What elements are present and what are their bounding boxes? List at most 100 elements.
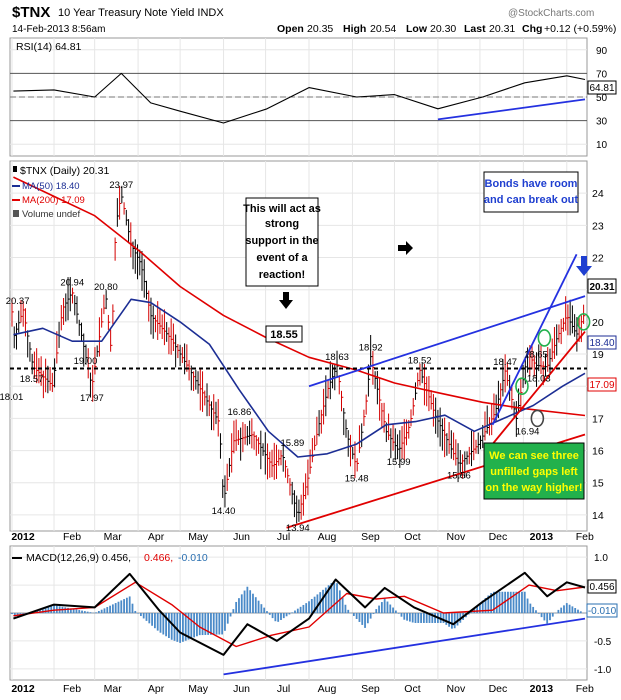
price-point-label: 15.99 <box>387 457 411 468</box>
ma200-box-value: 17.09 <box>589 380 614 391</box>
gridlines <box>10 38 587 680</box>
macd-histogram-bar <box>235 601 238 614</box>
macd-histogram-bar <box>218 613 221 635</box>
macd-histogram-bar <box>453 613 456 629</box>
macd-histogram-bar <box>333 580 336 614</box>
x-tick-label-bottom: Dec <box>489 683 508 695</box>
legend-tnx-swatch <box>13 166 17 172</box>
macd-histogram-bar <box>69 608 72 614</box>
macd-histogram-bar <box>114 603 117 614</box>
macd-histogram-bar <box>579 611 582 614</box>
macd-histogram-bar <box>201 613 204 636</box>
open-label: Open <box>277 23 304 35</box>
macd-histogram-bar <box>285 613 288 617</box>
macd-histogram-bar <box>97 611 100 614</box>
macd-histogram-bar <box>151 613 153 626</box>
macd-histogram-bar <box>131 603 134 614</box>
price-tick-label: 16 <box>592 446 604 458</box>
macd-histogram-bar <box>369 613 372 619</box>
price-point-label: 13.94 <box>286 523 310 534</box>
macd-histogram-bar <box>378 605 380 614</box>
price-point-label: 16.94 <box>516 426 540 437</box>
macd-histogram-bar <box>448 613 451 627</box>
price-point-label: 16.86 <box>227 407 251 418</box>
x-tick-label: Apr <box>148 531 165 543</box>
macd-histogram-bar <box>47 606 50 614</box>
macd-histogram-bar <box>134 610 137 614</box>
macd-histogram-bar <box>316 594 319 614</box>
macd-histogram-bar <box>260 604 263 614</box>
x-tick-label: Oct <box>404 531 420 543</box>
macd-histogram-bar <box>176 613 179 642</box>
macd-histogram-bar <box>266 611 268 614</box>
chg-value: +0.12 (+0.59%) <box>544 23 616 35</box>
macd-histogram-bar <box>89 612 92 614</box>
macd-histogram-bar <box>372 613 375 614</box>
price-legend: $TNX (Daily) 20.31 MA(50) 18.40 MA(200) … <box>12 165 109 220</box>
bonds-text-line-1: Bonds have room <box>485 178 578 190</box>
price-point-label: 23.97 <box>109 180 133 191</box>
right-arrow-icon <box>398 241 413 255</box>
macd-histogram-bar <box>282 613 285 619</box>
macd-histogram-bar <box>11 613 13 614</box>
macd-last-box <box>587 579 617 594</box>
macd-histogram-bar <box>305 603 308 614</box>
x-tick-label: May <box>188 531 209 543</box>
bonds-callout: Bonds have room and can break out <box>483 171 592 276</box>
gaps-callout-box <box>483 442 585 500</box>
macd-histogram-bar <box>207 613 210 635</box>
macd-histogram-bar <box>392 607 394 614</box>
rsi-tick-label: 30 <box>596 117 608 128</box>
macd-histogram-bar <box>408 613 411 622</box>
high-label: High <box>343 23 366 35</box>
support-level-value: 18.55 <box>270 329 298 341</box>
macd-histogram-bar <box>128 596 131 614</box>
chg-label: Chg <box>522 23 542 35</box>
macd-histogram-bar <box>451 613 453 629</box>
macd-histogram-bar <box>352 613 355 616</box>
macd-histogram-bar <box>41 608 44 614</box>
macd-histogram-bar <box>445 613 448 625</box>
macd-histogram-bar <box>182 613 184 642</box>
macd-histogram-bar <box>268 613 271 615</box>
macd-histogram-bar <box>156 613 159 631</box>
x-tick-label: Feb <box>576 531 594 543</box>
macd-histogram-bar <box>111 604 114 614</box>
macd-legend: MACD(12,26,9) 0.456, 0.466, -0.010 <box>12 552 208 564</box>
rsi-layer <box>10 72 587 124</box>
legend-volume: Volume undef <box>22 209 80 220</box>
signal-line <box>13 581 586 648</box>
macd-histogram-bar <box>509 591 512 614</box>
rsi-last-box <box>587 80 617 95</box>
x-tick-label: Mar <box>104 531 123 543</box>
macd-histogram-bar <box>238 598 240 614</box>
ma200-line <box>13 176 586 417</box>
macd-histogram-bar <box>252 593 254 614</box>
macd-histogram-bar <box>521 591 523 614</box>
macd-histogram-bar <box>512 591 515 614</box>
macd-histogram-bar <box>490 593 493 614</box>
price-point-label: 20.80 <box>94 282 118 293</box>
macd-histogram-bar <box>546 613 549 624</box>
macd-histogram-bar <box>425 613 428 623</box>
ma200-box <box>587 377 617 392</box>
macd-histogram-bar <box>431 613 434 623</box>
bonds-callout-box <box>483 171 579 213</box>
macd-histogram-bar <box>515 591 518 614</box>
macd-histogram-bar <box>442 613 445 623</box>
macd-histogram-bar <box>240 594 243 614</box>
macd-histogram-bar <box>187 613 190 640</box>
macd-histogram-bar <box>428 613 431 623</box>
macd-histogram-bar <box>294 610 296 614</box>
macd-layer <box>11 571 586 676</box>
x-tick-label-bottom: Apr <box>148 683 165 695</box>
macd-histogram-bar <box>563 605 565 614</box>
x-tick-label-bottom: 2012 <box>11 683 35 695</box>
macd-histogram-bar <box>72 608 75 614</box>
macd-histogram-bar <box>383 598 386 614</box>
macd-histogram-bar <box>50 605 53 614</box>
macd-histogram-bar <box>106 607 109 614</box>
macd-histogram-bar <box>212 613 215 635</box>
open-value: 20.35 <box>307 23 333 35</box>
